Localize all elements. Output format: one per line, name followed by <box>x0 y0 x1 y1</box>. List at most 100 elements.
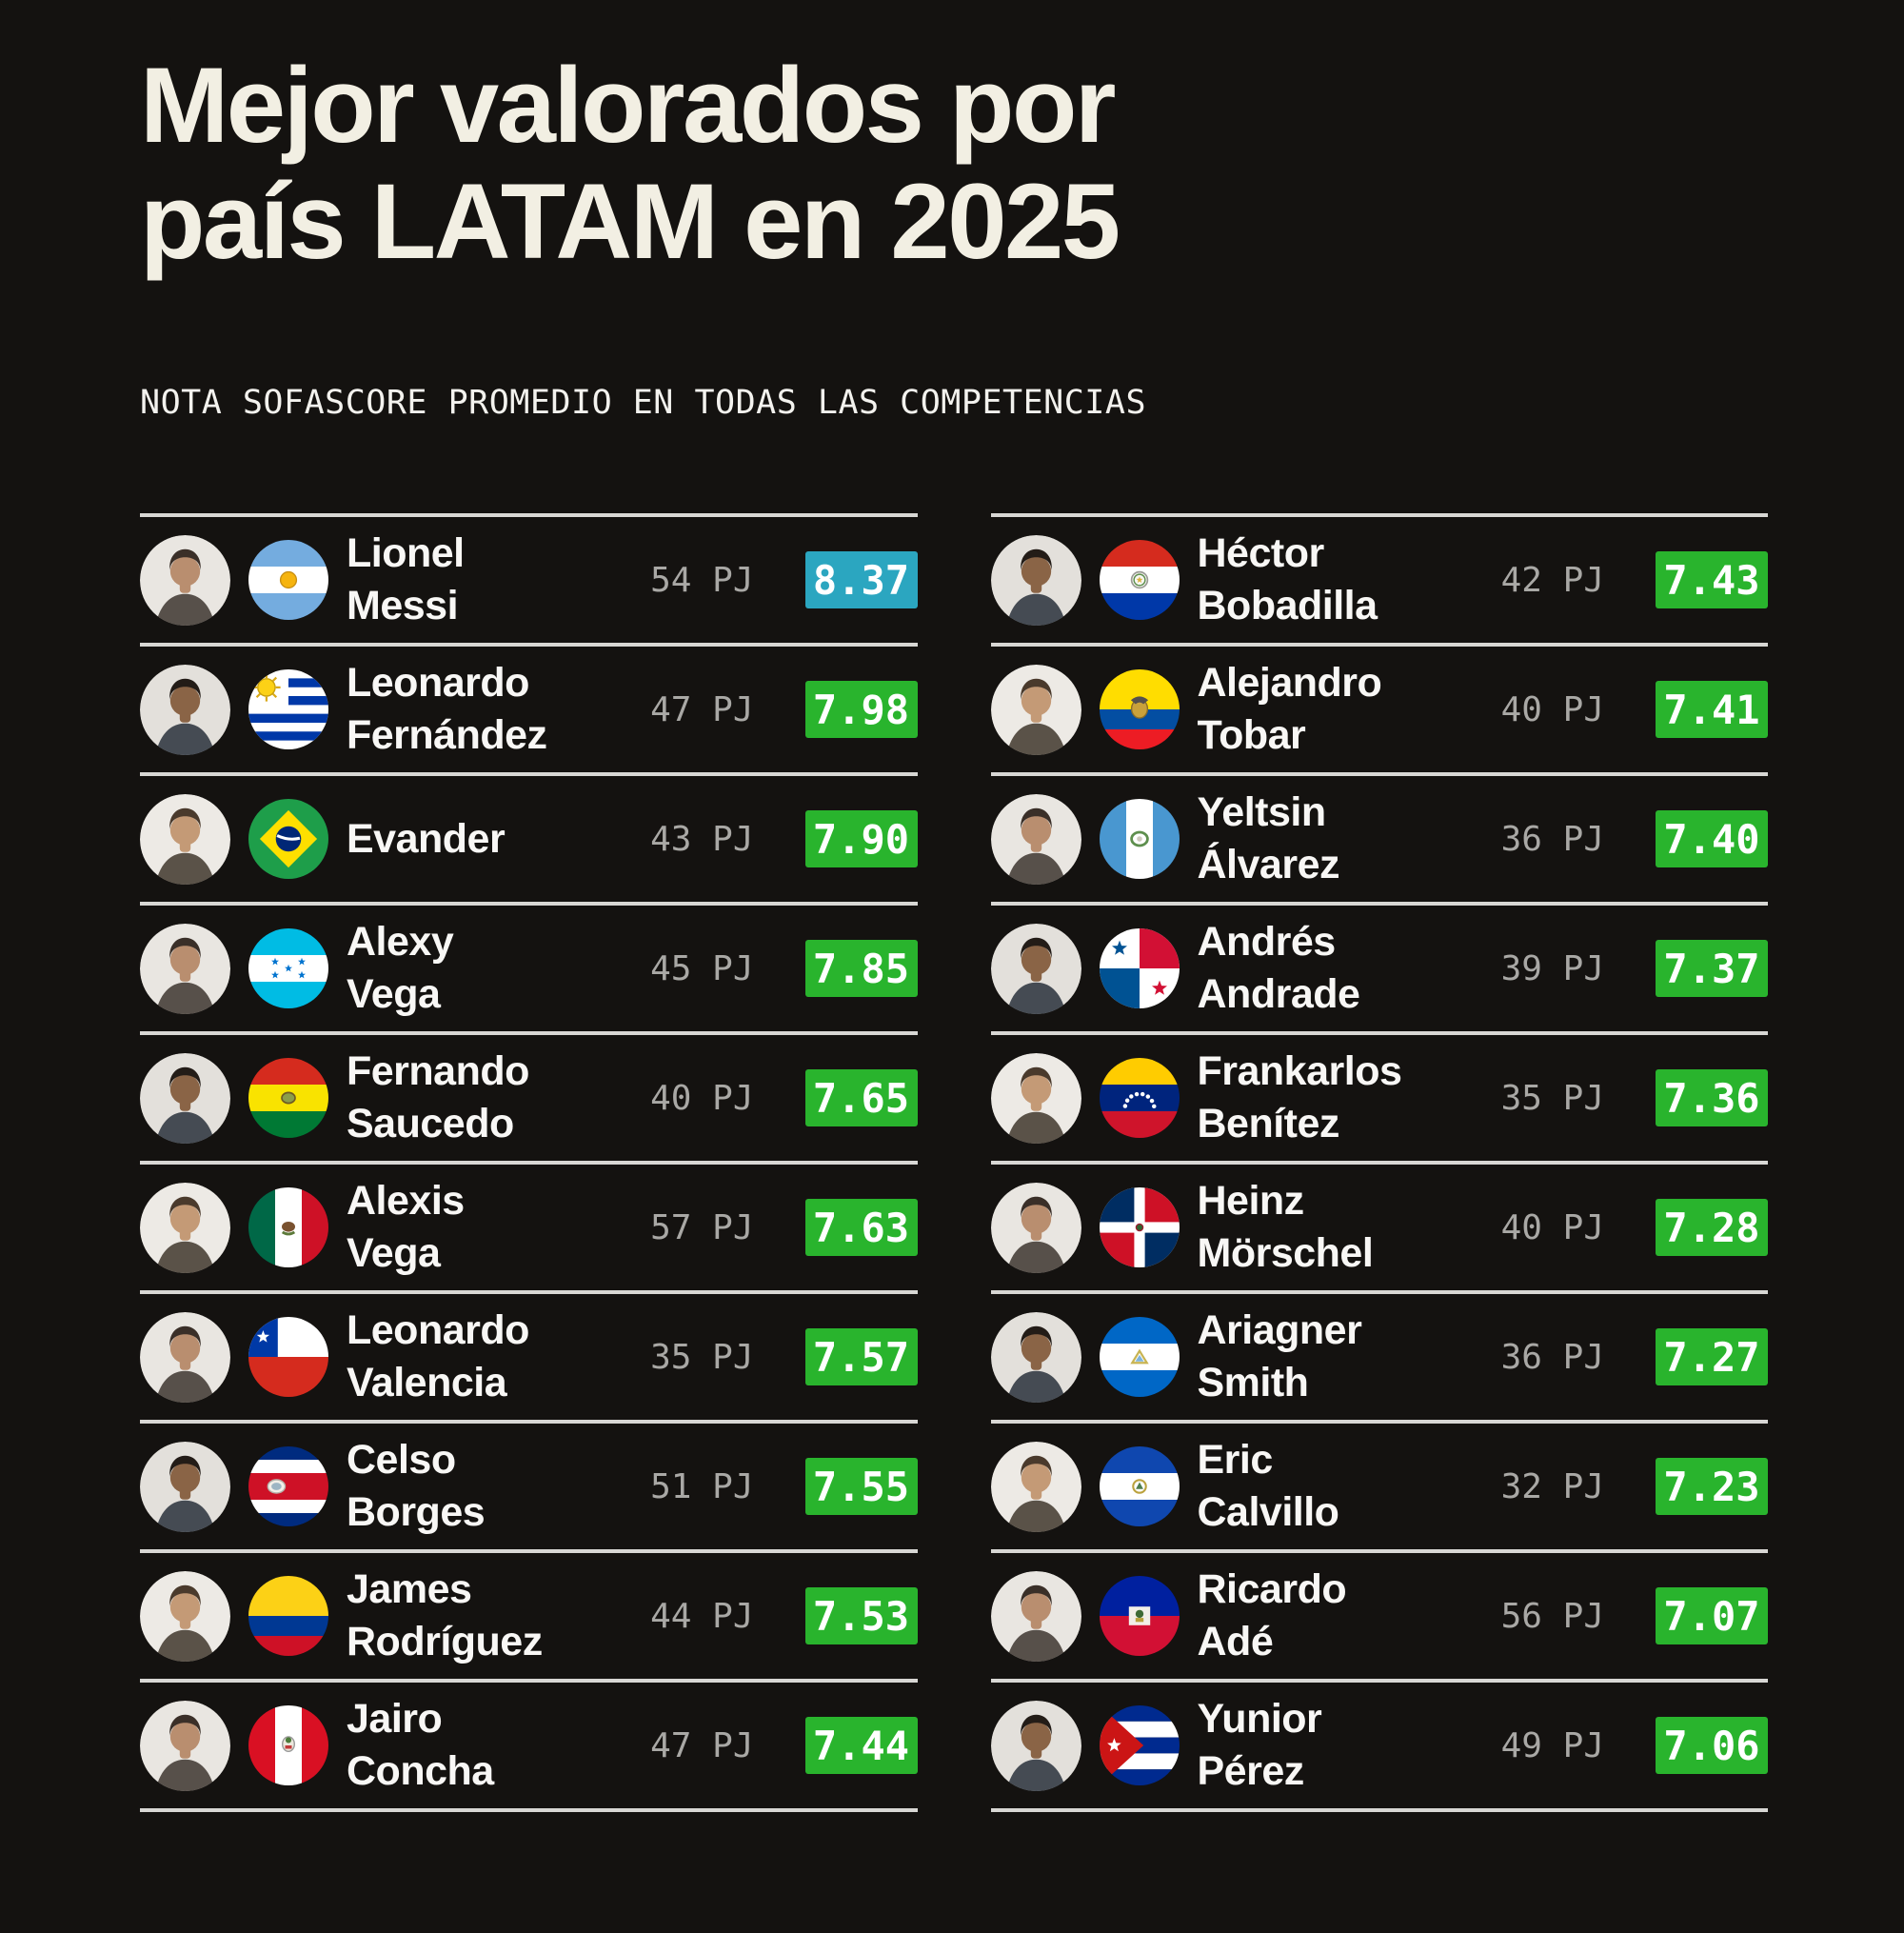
flag-nicaragua-icon <box>1099 1317 1180 1397</box>
rating-badge: 7.55 <box>804 1458 918 1515</box>
player-photo <box>140 793 230 885</box>
rating-badge: 7.85 <box>804 940 918 997</box>
matches-played: 32 PJ <box>1500 1466 1604 1506</box>
rating-badge: 7.06 <box>1656 1717 1768 1774</box>
player-photo <box>990 793 1081 885</box>
matches-played: 45 PJ <box>650 948 754 988</box>
flag-bolivia-icon <box>248 1058 328 1138</box>
rating-badge: 7.37 <box>1656 940 1768 997</box>
player-name: Alexy Vega <box>347 919 454 1017</box>
player-name: James Rodríguez <box>347 1566 543 1664</box>
flag-honduras-icon <box>248 928 328 1008</box>
player-row: Leonardo Valencia 35 PJ 7.57 <box>140 1290 918 1420</box>
player-row: Alexy Vega 45 PJ 7.85 <box>140 902 918 1031</box>
flag-haiti-icon <box>1099 1576 1180 1656</box>
rating-badge: 7.43 <box>1656 551 1768 608</box>
player-photo <box>990 1570 1081 1662</box>
player-photo <box>990 1182 1081 1273</box>
matches-played: 44 PJ <box>650 1596 754 1636</box>
flag-mexico-icon <box>248 1187 328 1267</box>
matches-played: 36 PJ <box>1500 1337 1604 1377</box>
player-name: Celso Borges <box>347 1437 486 1535</box>
rating-badge: 7.23 <box>1656 1458 1768 1515</box>
player-name: Héctor Bobadilla <box>1197 530 1378 628</box>
rating-badge: 8.37 <box>804 551 918 608</box>
player-row: Héctor Bobadilla 42 PJ 7.43 <box>990 513 1768 643</box>
rating-badge: 7.40 <box>1656 810 1768 867</box>
player-photo <box>140 923 230 1014</box>
player-row: Yeltsin Álvarez 36 PJ 7.40 <box>990 772 1768 902</box>
matches-played: 40 PJ <box>1500 689 1604 729</box>
flag-colombia-icon <box>248 1576 328 1656</box>
player-name: Leonardo Fernández <box>347 660 547 758</box>
player-row: James Rodríguez 44 PJ 7.53 <box>140 1549 918 1679</box>
rating-badge: 7.07 <box>1656 1587 1768 1644</box>
player-photo <box>990 1052 1081 1144</box>
player-row: Frankarlos Benítez 35 PJ 7.36 <box>990 1031 1768 1161</box>
matches-played: 57 PJ <box>650 1207 754 1247</box>
players-column-left: Lionel Messi 54 PJ 8.37 Leonardo Fernánd… <box>140 513 918 1812</box>
page-subtitle: NOTA SOFASCORE PROMEDIO EN TODAS LAS COM… <box>140 384 1147 422</box>
player-name: Evander <box>347 815 506 862</box>
player-photo <box>140 534 230 626</box>
player-name: Lionel Messi <box>347 530 465 628</box>
matches-played: 35 PJ <box>1500 1078 1604 1118</box>
player-name: Yeltsin Álvarez <box>1197 789 1340 887</box>
rating-badge: 7.44 <box>804 1717 918 1774</box>
flag-panama-icon <box>1099 928 1180 1008</box>
player-name: Alexis Vega <box>347 1178 465 1276</box>
page-title-line1: Mejor valorados por <box>140 46 1116 165</box>
flag-elsalvador-icon <box>1099 1446 1180 1526</box>
matches-played: 51 PJ <box>650 1466 754 1506</box>
flag-paraguay-icon <box>1099 540 1180 620</box>
player-row: Alejandro Tobar 40 PJ 7.41 <box>990 643 1768 772</box>
player-name: Frankarlos Benítez <box>1197 1048 1402 1146</box>
flag-guatemala-icon <box>1099 799 1180 879</box>
page-title: Mejor valorados por país LATAM en 2025 <box>140 48 1768 280</box>
matches-played: 47 PJ <box>650 1725 754 1765</box>
player-name: Fernando Saucedo <box>347 1048 529 1146</box>
player-name: Eric Calvillo <box>1197 1437 1339 1535</box>
matches-played: 43 PJ <box>650 819 754 859</box>
flag-peru-icon <box>248 1705 328 1785</box>
player-row: Heinz Mörschel 40 PJ 7.28 <box>990 1161 1768 1290</box>
flag-cuba-icon <box>1099 1705 1180 1785</box>
player-row: Celso Borges 51 PJ 7.55 <box>140 1420 918 1549</box>
player-photo <box>990 1311 1081 1403</box>
matches-played: 49 PJ <box>1500 1725 1604 1765</box>
flag-venezuela-icon <box>1099 1058 1180 1138</box>
player-photo <box>990 1700 1081 1791</box>
player-name: Ariagner Smith <box>1197 1307 1362 1405</box>
player-row: Alexis Vega 57 PJ 7.63 <box>140 1161 918 1290</box>
player-photo <box>140 1052 230 1144</box>
player-row: Eric Calvillo 32 PJ 7.23 <box>990 1420 1768 1549</box>
player-photo <box>140 1700 230 1791</box>
flag-costarica-icon <box>248 1446 328 1526</box>
rating-badge: 7.98 <box>804 681 918 738</box>
player-row: Leonardo Fernández 47 PJ 7.98 <box>140 643 918 772</box>
player-photo <box>140 1311 230 1403</box>
player-row: Lionel Messi 54 PJ 8.37 <box>140 513 918 643</box>
rating-badge: 7.63 <box>804 1199 918 1256</box>
flag-brazil-icon <box>248 799 328 879</box>
matches-played: 56 PJ <box>1500 1596 1604 1636</box>
player-name: Ricardo Adé <box>1197 1566 1347 1664</box>
matches-played: 54 PJ <box>650 560 754 600</box>
flag-uruguay-icon <box>248 669 328 749</box>
rating-badge: 7.36 <box>1656 1069 1768 1126</box>
matches-played: 40 PJ <box>1500 1207 1604 1247</box>
rating-badge: 7.28 <box>1656 1199 1768 1256</box>
matches-played: 35 PJ <box>650 1337 754 1377</box>
matches-played: 39 PJ <box>1500 948 1604 988</box>
player-row: Andrés Andrade 39 PJ 7.37 <box>990 902 1768 1031</box>
player-row: Yunior Pérez 49 PJ 7.06 <box>990 1679 1768 1808</box>
flag-ecuador-icon <box>1099 669 1180 749</box>
players-list: Lionel Messi 54 PJ 8.37 Leonardo Fernánd… <box>140 513 1768 1812</box>
player-photo <box>140 1441 230 1532</box>
player-photo <box>140 664 230 755</box>
flag-dominicanrepublic-icon <box>1099 1187 1180 1267</box>
matches-played: 36 PJ <box>1500 819 1604 859</box>
player-photo <box>990 664 1081 755</box>
flag-argentina-icon <box>248 540 328 620</box>
